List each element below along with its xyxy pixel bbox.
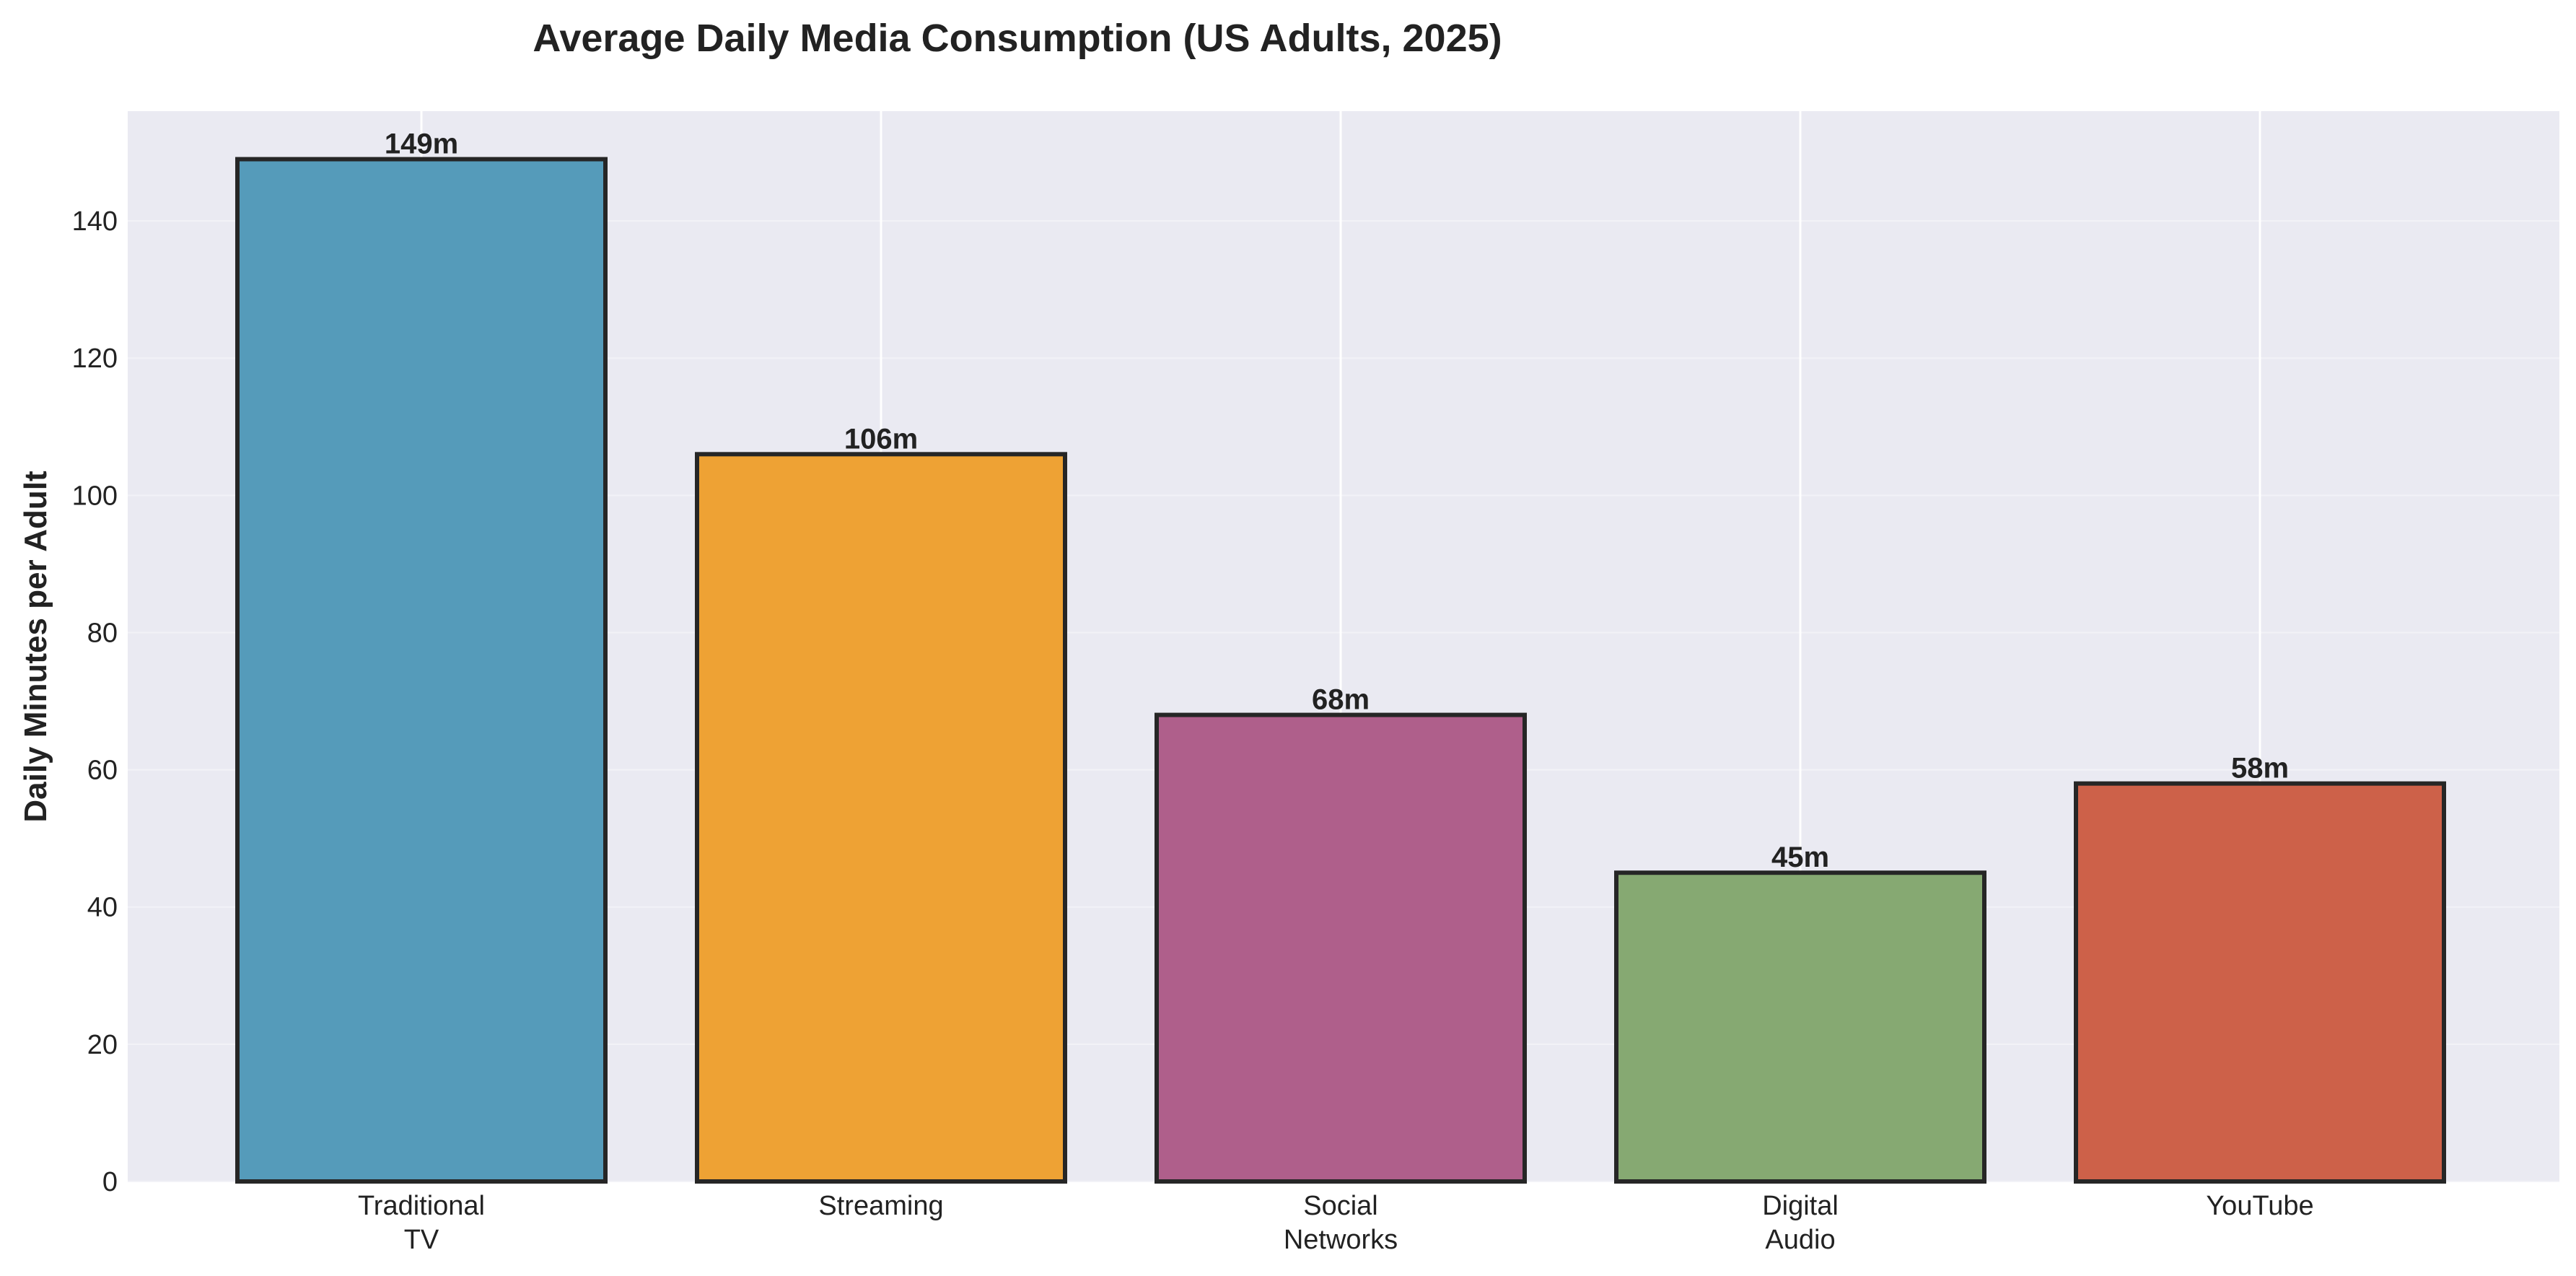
x-tick-label-3: Digital Audio: [1762, 1191, 1839, 1255]
x-tick-line: TV: [404, 1225, 439, 1255]
x-tick-line: Social: [1303, 1191, 1378, 1221]
y-tick-label: 140: [72, 206, 118, 237]
x-tick-label-0: Traditional TV: [358, 1191, 485, 1255]
x-tick-line: Audio: [1765, 1225, 1835, 1255]
value-label-0: 149m: [385, 128, 458, 160]
y-tick-label: 0: [102, 1167, 118, 1197]
bar-3: [1614, 870, 1986, 1184]
x-tick-label-2: Social Networks: [1284, 1191, 1398, 1255]
y-tick-label: 100: [72, 481, 118, 511]
y-tick-label: 40: [87, 893, 118, 923]
bar-4: [2074, 781, 2446, 1184]
x-tick-line: Networks: [1284, 1225, 1398, 1255]
x-tick-line: Streaming: [818, 1191, 943, 1221]
value-label-4: 58m: [2231, 753, 2289, 785]
value-label-1: 106m: [844, 423, 918, 455]
x-tick-label-1: Streaming: [818, 1191, 943, 1221]
x-tick-line: Traditional: [358, 1191, 485, 1221]
bar-0: [235, 157, 608, 1184]
y-axis-label: Daily Minutes per Adult: [18, 471, 53, 823]
y-tick-label: 60: [87, 756, 118, 786]
value-label-3: 45m: [1771, 842, 1829, 873]
bars: [235, 157, 2446, 1184]
y-tick-label: 120: [72, 344, 118, 374]
y-tick-label: 80: [87, 618, 118, 648]
y-axis-ticks: 0 20 40 60 80 100 120 140: [72, 206, 118, 1197]
x-tick-label-4: YouTube: [2206, 1191, 2313, 1221]
bar-1: [695, 452, 1067, 1184]
x-tick-line: Digital: [1762, 1191, 1839, 1221]
chart-title: Average Daily Media Consumption (US Adul…: [533, 17, 1502, 60]
x-axis-ticks: Traditional TV Streaming Social Networks Digi…: [358, 1191, 2314, 1255]
x-tick-line: YouTube: [2206, 1191, 2313, 1221]
bar-2: [1155, 712, 1527, 1184]
value-labels: 149m 106m 68m 45m 58m: [385, 128, 2289, 874]
value-label-2: 68m: [1312, 684, 1370, 716]
y-tick-label: 20: [87, 1030, 118, 1060]
